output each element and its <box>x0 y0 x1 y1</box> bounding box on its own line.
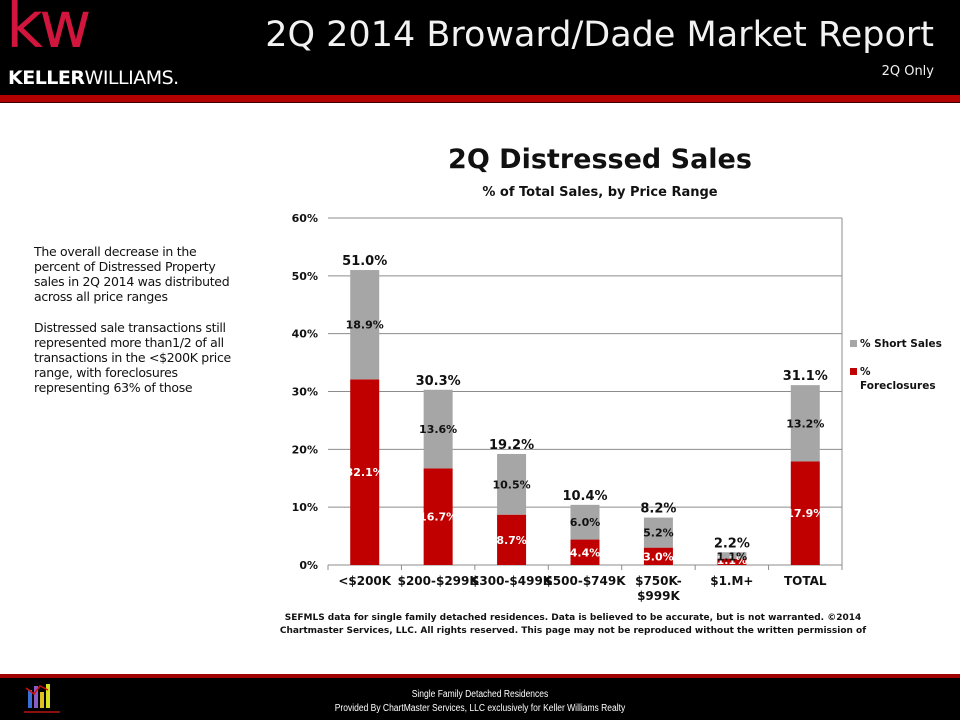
foreclosures-data-label: 17.9% <box>786 507 824 520</box>
footer-bar: Single Family Detached Residences Provid… <box>0 678 960 720</box>
x-category-label: $200-$299K <box>398 574 480 588</box>
commentary-notes: The overall decrease in the percent of D… <box>34 244 239 411</box>
total-data-label: 51.0% <box>342 254 387 269</box>
legend-label-foreclosures: % <box>860 366 871 378</box>
total-data-label: 31.1% <box>783 369 828 384</box>
total-data-label: 10.4% <box>562 489 607 504</box>
logo-brand-bold: KELLER <box>8 67 85 89</box>
x-category-label: $300-$499K <box>471 574 553 588</box>
y-tick-label: 30% <box>292 386 318 399</box>
total-data-label: 2.2% <box>714 536 750 551</box>
short-sales-data-label: 6.0% <box>570 516 601 529</box>
short-sales-data-label: 13.2% <box>786 417 824 430</box>
y-tick-label: 10% <box>292 501 318 514</box>
foreclosures-data-label: 8.7% <box>496 534 527 547</box>
x-category-label: $999K <box>637 589 680 603</box>
legend-swatch-foreclosures <box>850 368 857 375</box>
footer-line-1: Single Family Detached Residences <box>411 689 549 700</box>
foreclosures-data-label: 16.7% <box>419 511 457 524</box>
note-paragraph: The overall decrease in the percent of D… <box>34 244 230 304</box>
bar-short-sales <box>350 270 380 380</box>
foreclosures-data-label: 4.4% <box>570 546 601 559</box>
logo-brand-light: WILLIAMS. <box>84 67 180 89</box>
y-tick-label: 50% <box>292 270 318 283</box>
foreclosures-data-label: 3.0% <box>643 550 674 563</box>
bar-foreclosures <box>643 547 673 565</box>
footer-text: Single Family Detached Residences Provid… <box>72 688 888 716</box>
y-tick-label: 60% <box>292 212 318 225</box>
header-bar: kw KELLERWILLIAMS. 2Q 2014 Broward/Dade … <box>0 0 960 95</box>
report-title: 2Q 2014 Broward/Dade Market Report <box>265 15 934 55</box>
chart-subtitle: % of Total Sales, by Price Range <box>482 185 718 200</box>
keller-williams-logo: KELLERWILLIAMS. <box>8 69 179 88</box>
bar-short-sales <box>643 517 673 548</box>
report-subtitle: 2Q Only <box>881 64 934 79</box>
foreclosures-data-label: 1.1% <box>717 554 748 567</box>
bar-short-sales <box>423 389 453 469</box>
short-sales-data-label: 13.6% <box>419 423 457 436</box>
foreclosures-data-label: 32.1% <box>346 466 384 479</box>
note-paragraph: Distressed sale transactions still repre… <box>34 320 231 395</box>
source-note: SEFMLS data for single family detached r… <box>279 613 867 636</box>
y-tick-label: 40% <box>292 328 318 341</box>
bar-short-sales <box>790 385 820 462</box>
bar-foreclosures <box>790 461 820 565</box>
x-category-label: $500-$749K <box>544 574 626 588</box>
bar-short-sales <box>570 504 600 540</box>
short-sales-data-label: 1.1% <box>717 550 748 563</box>
chart-title: 2Q Distressed Sales <box>448 144 752 175</box>
x-category-label: $750K- <box>635 574 682 588</box>
bar-foreclosures <box>717 558 747 565</box>
bar-short-sales <box>497 453 527 515</box>
bar-foreclosures <box>497 514 527 565</box>
footer-divider <box>0 674 960 678</box>
bar-foreclosures <box>570 539 600 565</box>
x-category-label: $1.M+ <box>710 574 753 588</box>
short-sales-data-label: 18.9% <box>346 319 384 332</box>
legend-label-short-sales: % Short Sales <box>860 338 942 350</box>
chartmaster-logo-icon <box>24 684 60 713</box>
x-category-label: <$200K <box>338 574 391 588</box>
y-tick-label: 20% <box>292 443 318 456</box>
x-category-label: TOTAL <box>784 574 827 588</box>
header-divider <box>0 95 960 103</box>
total-data-label: 30.3% <box>416 374 461 389</box>
total-data-label: 19.2% <box>489 438 534 453</box>
legend-swatch-short-sales <box>850 340 857 347</box>
total-data-label: 8.2% <box>640 502 676 517</box>
kw-logo-mark: kw <box>6 0 91 63</box>
short-sales-data-label: 5.2% <box>643 527 674 540</box>
bar-foreclosures <box>350 379 380 565</box>
bar-foreclosures <box>423 468 453 565</box>
footer-line-2: Provided By ChartMaster Services, LLC ex… <box>334 703 626 714</box>
y-tick-label: 0% <box>299 559 318 572</box>
bar-short-sales <box>717 552 747 559</box>
legend-label-foreclosures-line2: Foreclosures <box>860 380 936 392</box>
short-sales-data-label: 10.5% <box>492 478 530 491</box>
